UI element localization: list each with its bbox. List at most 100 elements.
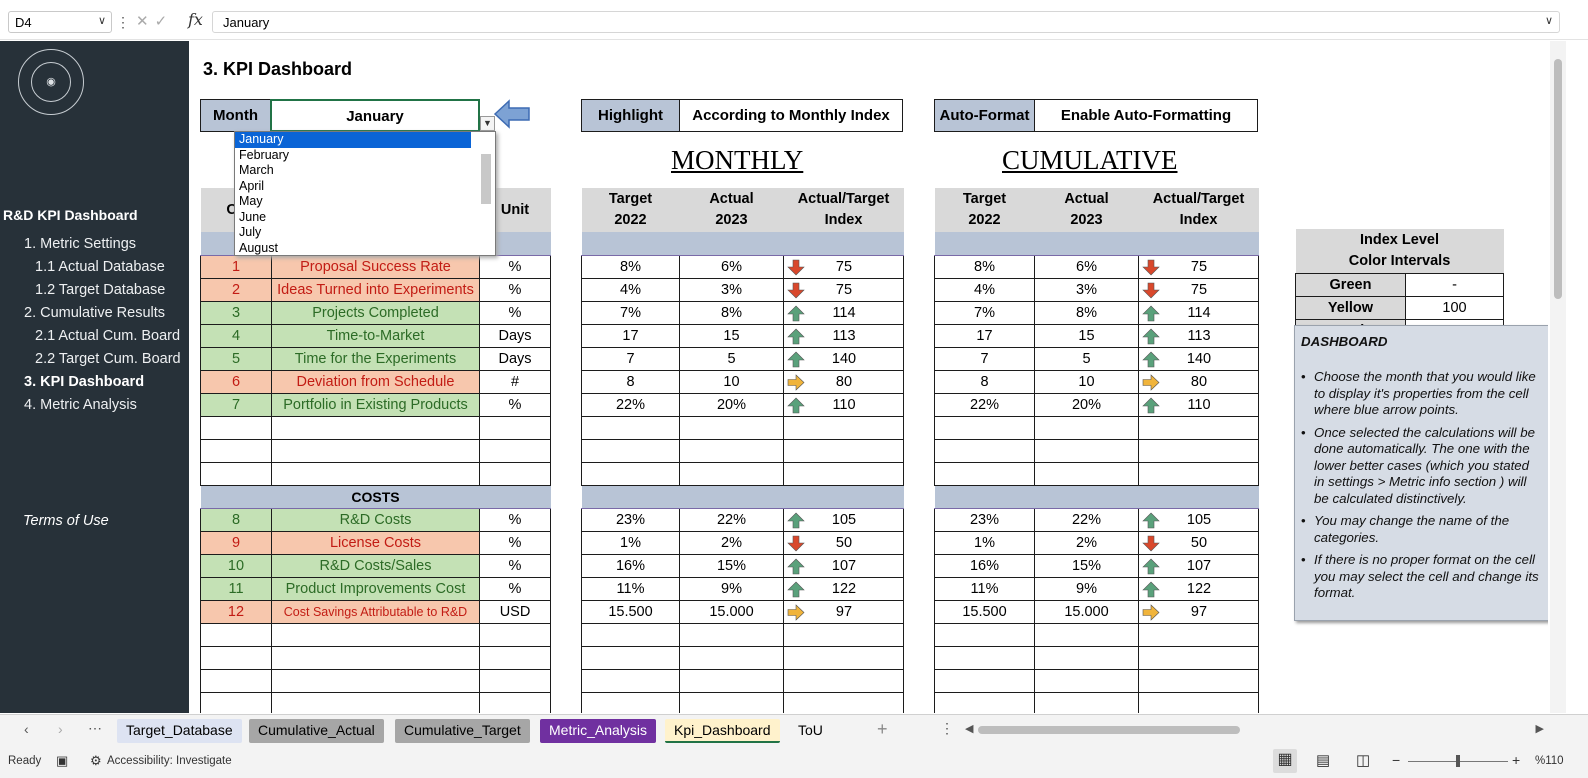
dropdown-option[interactable]: February [239, 147, 290, 162]
actual-cell[interactable]: 15.000 [1034, 599, 1139, 624]
metric-unit[interactable]: Days [479, 323, 551, 348]
metric-name[interactable]: Time-to-Market [271, 323, 480, 348]
metric-name[interactable]: Deviation from Schedule [271, 369, 480, 394]
empty-cell[interactable] [271, 461, 480, 486]
index-cell[interactable]: 50 [783, 530, 904, 555]
sidebar-item-target-database[interactable]: 1.2 Target Database [35, 282, 166, 298]
actual-cell[interactable]: 5 [1034, 346, 1139, 371]
empty-cell[interactable] [200, 691, 272, 713]
actual-cell[interactable]: 3% [679, 277, 784, 302]
macro-record-icon[interactable]: ▣ [56, 753, 69, 768]
metric-number[interactable]: 5 [200, 346, 272, 371]
accessibility-status[interactable]: Accessibility: Investigate [107, 755, 232, 767]
actual-cell[interactable]: 8% [1034, 300, 1139, 325]
empty-cell[interactable] [783, 691, 904, 713]
level-value[interactable]: 100 [1405, 295, 1504, 320]
empty-cell[interactable] [679, 691, 784, 713]
empty-cell[interactable] [200, 415, 272, 440]
tab-kpi-dashboard[interactable]: Kpi_Dashboard [665, 719, 780, 743]
metric-unit[interactable]: USD [479, 599, 551, 624]
empty-cell[interactable] [679, 668, 784, 693]
target-cell[interactable]: 16% [581, 553, 680, 578]
target-cell[interactable]: 1% [934, 530, 1035, 555]
tab-target-database[interactable]: Target_Database [117, 719, 242, 743]
index-cell[interactable]: 75 [1138, 254, 1259, 279]
empty-cell[interactable] [679, 438, 784, 463]
index-cell[interactable]: 140 [1138, 346, 1259, 371]
metric-unit[interactable]: # [479, 369, 551, 394]
empty-cell[interactable] [479, 691, 551, 713]
page-break-icon[interactable]: ◫ [1356, 752, 1371, 769]
actual-cell[interactable]: 20% [679, 392, 784, 417]
formula-input[interactable]: January ∨ [212, 11, 1560, 33]
metric-name[interactable]: Proposal Success Rate [271, 254, 480, 279]
index-cell[interactable]: 75 [1138, 277, 1259, 302]
add-sheet-icon[interactable]: + [877, 719, 888, 739]
index-cell[interactable]: 97 [783, 599, 904, 624]
zoom-in-icon[interactable]: + [1512, 752, 1521, 768]
empty-cell[interactable] [934, 691, 1035, 713]
target-cell[interactable]: 4% [581, 277, 680, 302]
target-cell[interactable]: 15.500 [581, 599, 680, 624]
chevron-down-icon[interactable]: ∨ [97, 15, 106, 27]
index-cell[interactable]: 75 [783, 254, 904, 279]
target-cell[interactable]: 17 [934, 323, 1035, 348]
tab-metric-analysis[interactable]: Metric_Analysis [540, 719, 657, 743]
worksheet[interactable]: ◉ R&D KPI Dashboard 1. Metric Settings 1… [0, 41, 1548, 713]
empty-cell[interactable] [1034, 438, 1139, 463]
index-cell[interactable]: 122 [783, 576, 904, 601]
empty-cell[interactable] [479, 668, 551, 693]
empty-cell[interactable] [581, 461, 680, 486]
empty-cell[interactable] [581, 438, 680, 463]
accessibility-icon[interactable]: ⚙ [90, 753, 102, 768]
empty-cell[interactable] [581, 645, 680, 670]
actual-cell[interactable]: 15% [1034, 553, 1139, 578]
actual-cell[interactable]: 10 [679, 369, 784, 394]
empty-cell[interactable] [581, 415, 680, 440]
empty-cell[interactable] [200, 668, 272, 693]
target-cell[interactable]: 1% [581, 530, 680, 555]
empty-cell[interactable] [934, 645, 1035, 670]
actual-cell[interactable]: 5 [679, 346, 784, 371]
empty-cell[interactable] [679, 622, 784, 647]
scroll-tabs-right-icon[interactable]: › [58, 721, 63, 737]
sidebar-item-metric-settings[interactable]: 1. Metric Settings [24, 236, 137, 252]
empty-cell[interactable] [200, 438, 272, 463]
metric-name[interactable]: Portfolio in Existing Products [271, 392, 480, 417]
terms-of-use-link[interactable]: Terms of Use [23, 513, 109, 529]
target-cell[interactable]: 7% [934, 300, 1035, 325]
target-cell[interactable]: 22% [581, 392, 680, 417]
sidebar-item-actual-cum-board[interactable]: 2.1 Actual Cum. Board [35, 328, 181, 344]
scrollbar-thumb[interactable] [1554, 59, 1562, 299]
index-cell[interactable]: 122 [1138, 576, 1259, 601]
tab-cumulative-target[interactable]: Cumulative_Target [395, 719, 530, 743]
dashboard-note[interactable]: DASHBOARD Choose the month that you woul… [1294, 325, 1548, 621]
metric-unit[interactable]: % [479, 277, 551, 302]
metric-name[interactable]: R&D Costs/Sales [271, 553, 480, 578]
tab-tou[interactable]: ToU [798, 722, 823, 738]
empty-cell[interactable] [271, 415, 480, 440]
empty-cell[interactable] [271, 691, 480, 713]
empty-cell[interactable] [934, 622, 1035, 647]
dropdown-arrow-icon[interactable]: ▼ [480, 116, 495, 131]
scroll-left-icon[interactable]: ◀ [965, 723, 974, 735]
index-cell[interactable]: 113 [783, 323, 904, 348]
zoom-slider-thumb[interactable] [1456, 755, 1460, 767]
target-cell[interactable]: 8 [934, 369, 1035, 394]
actual-cell[interactable]: 8% [679, 300, 784, 325]
index-cell[interactable]: 105 [1138, 507, 1259, 532]
dropdown-option[interactable]: August [239, 240, 278, 255]
empty-cell[interactable] [1138, 668, 1259, 693]
metric-number[interactable]: 4 [200, 323, 272, 348]
index-cell[interactable]: 110 [783, 392, 904, 417]
insert-function-icon[interactable]: fx [188, 10, 203, 29]
metric-unit[interactable]: % [479, 300, 551, 325]
empty-cell[interactable] [200, 645, 272, 670]
index-cell[interactable]: 140 [783, 346, 904, 371]
empty-cell[interactable] [679, 645, 784, 670]
tab-cumulative-actual[interactable]: Cumulative_Actual [249, 719, 384, 743]
index-cell[interactable]: 114 [1138, 300, 1259, 325]
metric-number[interactable]: 11 [200, 576, 272, 601]
dropdown-option[interactable]: May [239, 194, 263, 208]
actual-cell[interactable]: 22% [679, 507, 784, 532]
